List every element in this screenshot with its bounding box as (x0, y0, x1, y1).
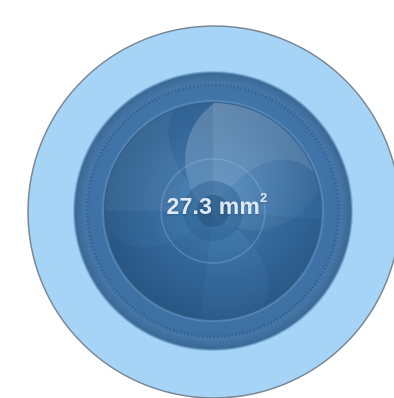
area-readout: 27.3 mm2 (0, 191, 394, 221)
area-unit-exponent: 2 (260, 190, 268, 206)
area-unit: mm (218, 193, 261, 219)
area-value: 27.3 (166, 193, 213, 219)
